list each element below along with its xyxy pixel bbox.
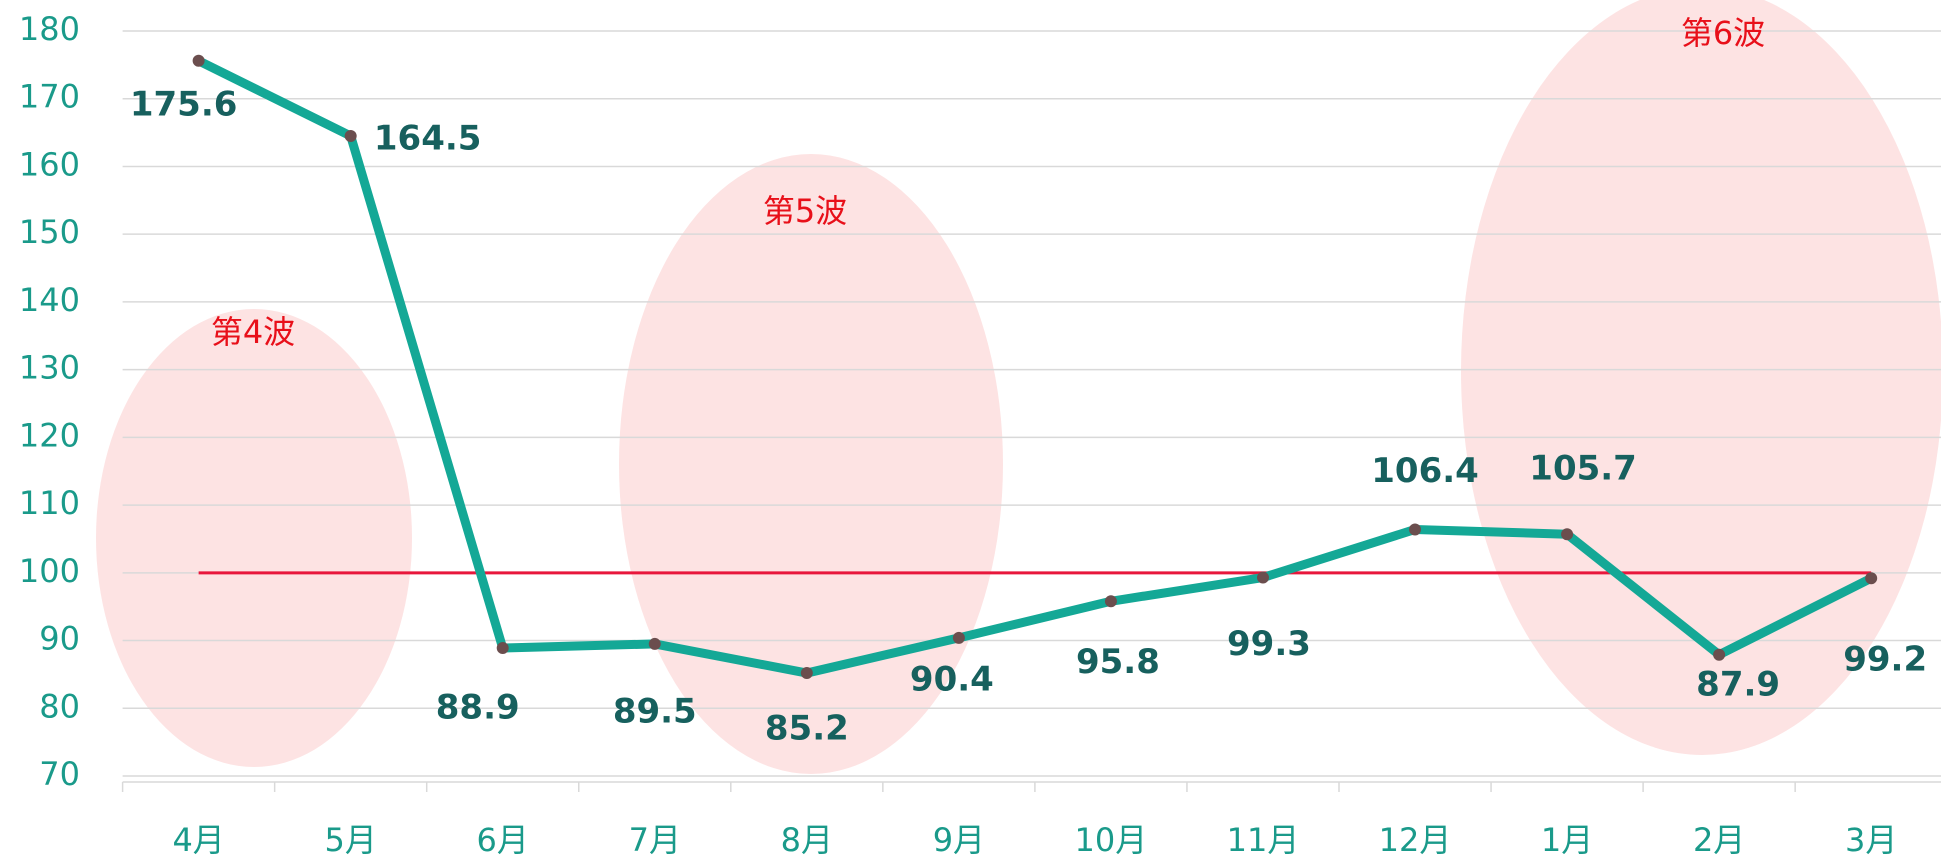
y-tick-label: 160 (19, 145, 80, 183)
data-label: 99.3 (1227, 624, 1311, 664)
data-label: 90.4 (910, 659, 994, 699)
wave-region (619, 154, 1003, 774)
data-label: 106.4 (1371, 451, 1479, 491)
y-tick-label: 120 (19, 416, 80, 454)
line (196, 56, 1874, 678)
marker (344, 129, 357, 142)
marker (1256, 571, 1269, 584)
y-tick-label: 70 (39, 755, 80, 793)
x-tick-label: 7月 (629, 821, 681, 858)
data-label: 105.7 (1529, 449, 1637, 489)
x-tick-label: 2月 (1693, 821, 1745, 858)
data-label: 175.6 (130, 84, 238, 124)
y-tick-label: 130 (19, 349, 80, 387)
annotation: 第4波 (211, 313, 295, 351)
marker (1865, 572, 1878, 585)
data-label: 87.9 (1696, 664, 1780, 704)
annotation: 第5波 (763, 192, 847, 230)
x-tick-label: 4月 (172, 821, 224, 858)
marker (800, 667, 813, 680)
y-tick-label: 180 (19, 10, 80, 48)
x-tick-label: 11月 (1227, 821, 1300, 858)
data-label: 85.2 (765, 709, 849, 749)
marker (648, 637, 661, 650)
y-tick-label: 110 (19, 484, 80, 522)
x-tick-label: 1月 (1541, 821, 1593, 858)
data-label: 164.5 (374, 118, 482, 158)
y-tick-label: 150 (19, 213, 80, 251)
y-tick-label: 100 (19, 552, 80, 590)
y-tick-label: 170 (19, 78, 80, 116)
y-tick-label: 90 (39, 620, 80, 658)
x-tick-label: 8月 (781, 821, 833, 858)
annotation: 第6波 (1681, 14, 1765, 52)
wave-region (1461, 0, 1941, 755)
data-label: 88.9 (436, 687, 520, 727)
marker (1104, 595, 1117, 608)
x-tick-label: 3月 (1845, 821, 1897, 858)
data-label: 95.8 (1076, 642, 1160, 682)
x-tick-label: 6月 (477, 821, 529, 858)
data-label: 99.2 (1843, 640, 1927, 680)
y-tick-label: 80 (39, 687, 80, 725)
marker (192, 54, 205, 67)
marker (952, 631, 965, 644)
x-tick-label: 10月 (1075, 821, 1148, 858)
marker (1713, 648, 1726, 661)
marker (1409, 523, 1422, 536)
wave-region (96, 309, 412, 767)
x-tick-label: 12月 (1379, 821, 1452, 858)
x-tick-label: 5月 (324, 821, 376, 858)
marker (1561, 528, 1574, 541)
x-tick-label: 9月 (933, 821, 985, 858)
y-tick-label: 140 (19, 281, 80, 319)
marker (496, 641, 509, 654)
data-label: 89.5 (613, 691, 697, 731)
